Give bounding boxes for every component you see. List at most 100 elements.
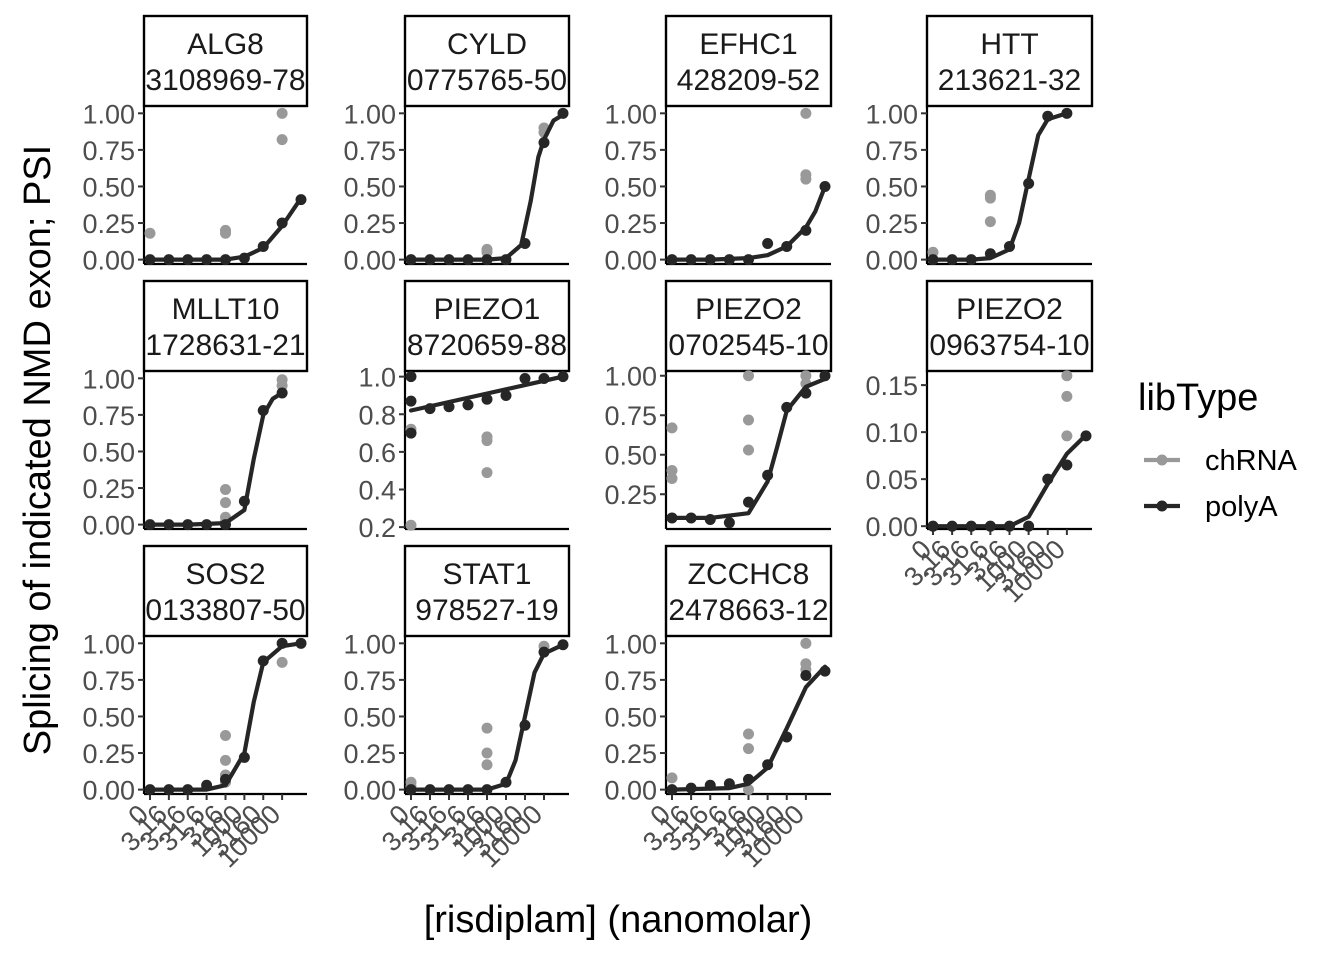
polya-point	[781, 731, 793, 743]
chrna-point	[481, 467, 493, 479]
y-tick-label: 0.75	[604, 666, 657, 696]
polya-point	[1023, 520, 1035, 532]
legend-key-point-chrna	[1156, 454, 1168, 466]
y-tick-label: 0.00	[604, 246, 657, 276]
polya-point	[666, 784, 678, 796]
strip-gene-label: PIEZO2	[956, 293, 1063, 326]
chrna-point	[800, 637, 812, 649]
polya-fit-curve	[930, 432, 1089, 529]
chrna-point	[743, 784, 754, 796]
polya-point	[685, 512, 697, 524]
strip-coordinate-label: 0133807-50	[145, 594, 305, 627]
legend-title: libType	[1138, 377, 1258, 419]
chrna-point	[743, 414, 754, 426]
polya-point	[201, 519, 213, 531]
polya-point	[1080, 430, 1092, 442]
facet-panel-sos2-8: SOS20133807-500.000.250.500.751.0003.163…	[82, 544, 309, 873]
y-tick-label: 1.00	[604, 362, 657, 392]
polya-point	[462, 399, 474, 411]
chrna-point	[800, 370, 812, 382]
polya-point	[666, 512, 678, 524]
y-tick-label: 0.25	[82, 209, 135, 239]
polya-point	[443, 401, 455, 413]
polya-point	[163, 519, 175, 531]
polya-point	[946, 520, 958, 532]
plot-area	[927, 370, 1092, 532]
polya-point	[538, 373, 550, 385]
chrna-point	[1061, 370, 1073, 382]
polya-point	[781, 401, 793, 413]
y-tick-label: 0.05	[865, 465, 918, 495]
polya-point	[144, 254, 156, 266]
polya-point	[819, 180, 831, 192]
polya-point	[819, 665, 831, 677]
chrna-point	[743, 444, 754, 456]
y-tick-label: 0.50	[343, 702, 396, 732]
polya-point	[946, 254, 958, 266]
polya-point	[238, 495, 250, 507]
chrna-point	[743, 728, 754, 740]
chrna-point	[1061, 430, 1073, 442]
y-tick-label: 0.75	[82, 401, 135, 431]
polya-point	[238, 751, 250, 763]
plot-area	[666, 637, 831, 796]
polya-point	[538, 646, 550, 658]
polya-point	[257, 655, 269, 667]
polya-point	[182, 519, 194, 531]
polya-point	[704, 254, 716, 266]
strip-gene-label: PIEZO2	[695, 293, 802, 326]
polya-point	[220, 254, 231, 266]
strip-gene-label: EFHC1	[699, 28, 797, 61]
chrna-point	[481, 759, 493, 771]
polya-point	[800, 224, 812, 236]
polya-point	[800, 387, 812, 399]
polya-point	[984, 248, 996, 260]
polya-point	[405, 784, 417, 796]
polya-point	[295, 194, 307, 206]
chrna-point	[800, 173, 812, 185]
legend: libType chRNA polyA	[1138, 377, 1298, 523]
chrna-point	[1061, 390, 1073, 402]
facet-strip	[664, 14, 833, 108]
chrna-point	[666, 465, 678, 477]
polya-point	[743, 773, 754, 785]
facet-strip	[403, 14, 571, 108]
facet-strip	[925, 14, 1094, 108]
chrna-point	[220, 754, 231, 766]
strip-coordinate-label: 0775765-50	[407, 64, 567, 97]
polya-point	[405, 371, 417, 383]
polya-fit-curve	[930, 111, 1069, 262]
y-tick-label: 0.50	[865, 172, 918, 202]
y-tick-label: 0.50	[604, 441, 657, 471]
y-tick-label: 0.6	[358, 438, 396, 468]
chrna-point	[984, 192, 996, 204]
polya-point	[481, 393, 493, 405]
y-tick-label: 0.75	[865, 136, 918, 166]
y-axis-title: Splicing of indicated NMD exon; PSI	[17, 145, 59, 755]
polya-point	[927, 520, 939, 532]
polya-point	[1042, 473, 1054, 485]
polya-point	[1023, 178, 1035, 190]
y-tick-label: 0.4	[358, 476, 396, 506]
y-tick-label: 0.75	[343, 666, 396, 696]
y-tick-label: 0.50	[604, 172, 657, 202]
polya-point	[965, 520, 977, 532]
polya-point	[685, 782, 697, 794]
facet-strip	[403, 544, 571, 638]
polya-point	[557, 371, 569, 383]
polya-point	[557, 107, 569, 119]
polya-point	[481, 784, 493, 796]
polya-point	[500, 776, 512, 788]
plot-area	[144, 637, 307, 796]
strip-gene-label: ZCCHC8	[688, 558, 810, 591]
y-tick-label: 0.75	[604, 401, 657, 431]
polya-point	[1042, 110, 1054, 122]
